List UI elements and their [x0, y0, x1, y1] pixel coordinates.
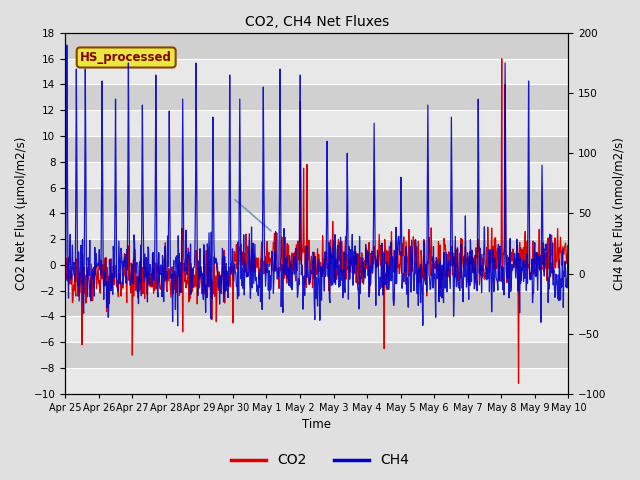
Bar: [65, 59, 568, 84]
Bar: [65, 136, 568, 162]
Y-axis label: CO2 Net Flux (μmol/m2/s): CO2 Net Flux (μmol/m2/s): [15, 137, 28, 290]
Bar: [65, 368, 568, 394]
Y-axis label: CH4 Net Flux (nmol/m2/s): CH4 Net Flux (nmol/m2/s): [612, 137, 625, 290]
Bar: [65, 265, 568, 291]
Legend: CO2, CH4: CO2, CH4: [225, 448, 415, 473]
Title: CO2, CH4 Net Fluxes: CO2, CH4 Net Fluxes: [244, 15, 389, 29]
Bar: [65, 188, 568, 214]
Bar: [65, 162, 568, 188]
X-axis label: Time: Time: [302, 419, 332, 432]
Bar: [65, 342, 568, 368]
Text: HS_processed: HS_processed: [80, 51, 172, 64]
Bar: [65, 239, 568, 265]
Bar: [65, 33, 568, 59]
Bar: [65, 214, 568, 239]
Bar: [65, 110, 568, 136]
Bar: [65, 291, 568, 316]
Bar: [65, 84, 568, 110]
Bar: [65, 316, 568, 342]
